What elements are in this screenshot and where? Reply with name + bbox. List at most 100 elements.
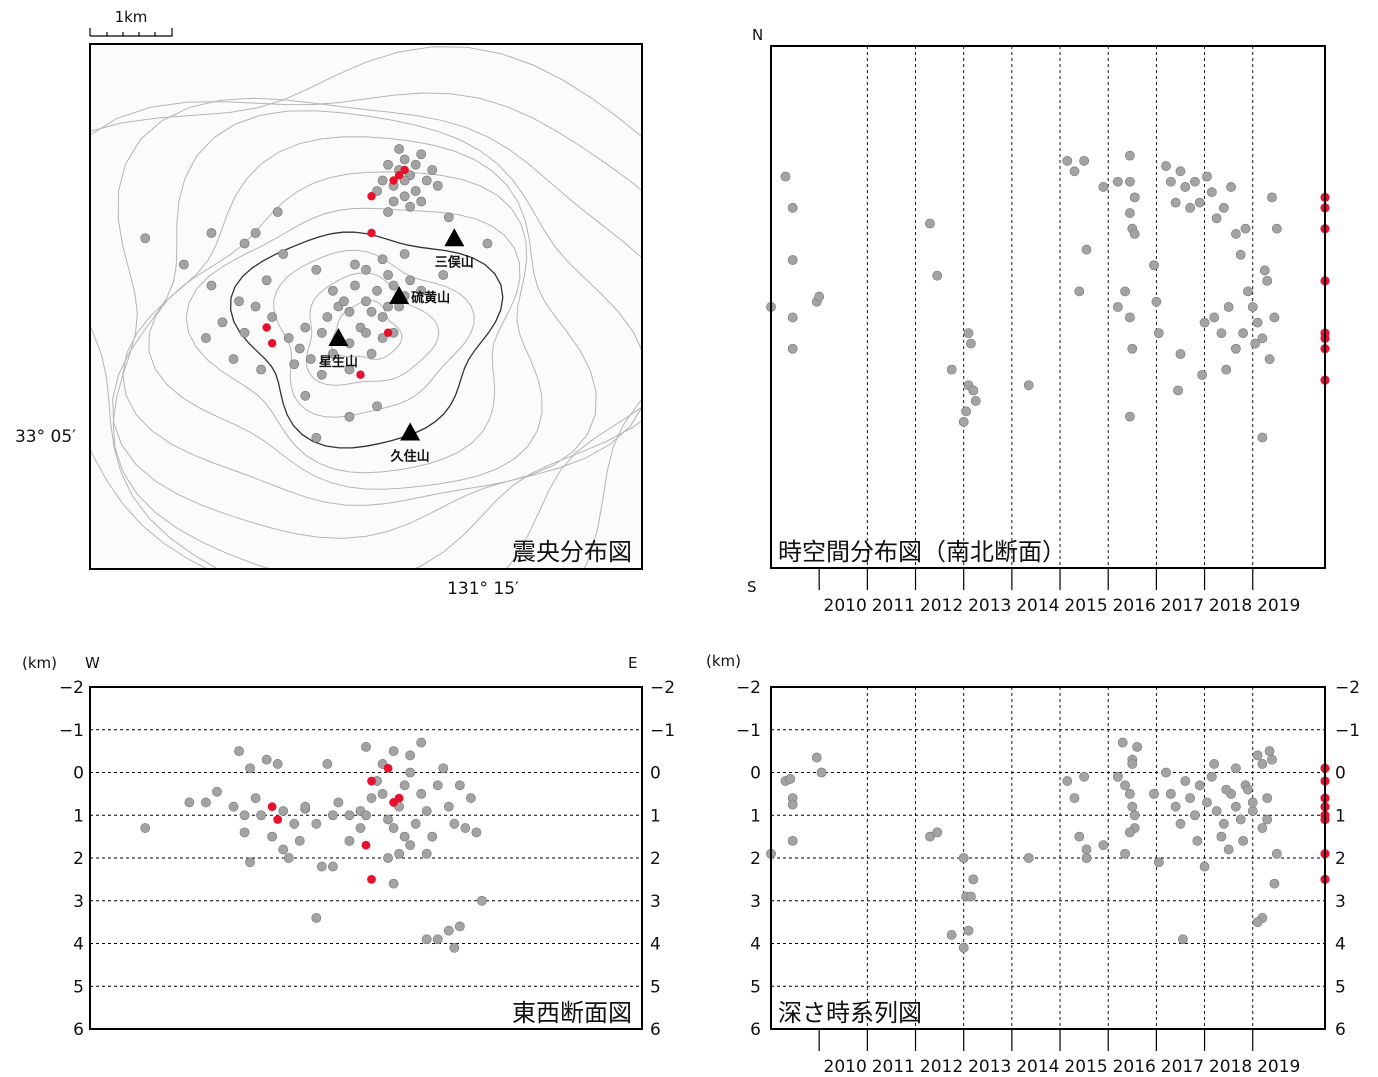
ew-red-point — [273, 815, 282, 824]
dt-depth-label-right: 4 — [1335, 935, 1346, 955]
epicenter-gray-point — [317, 328, 326, 337]
ew-gray-point — [312, 819, 321, 828]
ns-gray-point — [933, 271, 942, 280]
ew-gray-point — [185, 798, 194, 807]
epicenter-gray-point — [400, 192, 409, 201]
epicenter-gray-point — [350, 260, 359, 269]
ew-gray-point — [428, 832, 437, 841]
ew-gray-point — [417, 738, 426, 747]
ew-gray-point — [328, 862, 337, 871]
year-label: 2016 — [1113, 596, 1156, 616]
dt-gray-point — [1120, 781, 1129, 790]
ew-gray-point — [245, 764, 254, 773]
epicenter-gray-point — [306, 354, 315, 363]
dt-gray-point — [1258, 759, 1267, 768]
ew-gray-point — [477, 896, 486, 905]
ew-gray-point — [389, 747, 398, 756]
ew-gray-point — [262, 755, 271, 764]
dt-gray-point — [1125, 789, 1134, 798]
ew-gray-point — [345, 811, 354, 820]
ns-gray-point — [1166, 177, 1175, 186]
epicenter-gray-point — [284, 333, 293, 342]
ns-gray-point — [1243, 287, 1252, 296]
longitude-label: 131° 15′ — [447, 579, 519, 599]
ew-gray-point — [279, 806, 288, 815]
ew-gray-point — [455, 781, 464, 790]
epicenter-gray-point — [483, 239, 492, 248]
scale-bar: 1km — [90, 8, 172, 36]
ew-gray-point — [389, 879, 398, 888]
dt-gray-point — [1082, 845, 1091, 854]
dt-gray-point — [1270, 879, 1279, 888]
dt-depth-label-left: 6 — [750, 1020, 761, 1040]
dt-year-label: 2014 — [1016, 1057, 1059, 1077]
dt-year-label: 2010 — [824, 1057, 867, 1077]
epicenter-gray-point — [361, 328, 370, 337]
ew-gray-point — [361, 811, 370, 820]
dt-depth-label-left: 3 — [750, 892, 761, 912]
dt-gray-point — [1130, 811, 1139, 820]
dt-gray-point — [1236, 815, 1245, 824]
ns-gray-point — [1241, 224, 1250, 233]
dt-gray-point — [1161, 768, 1170, 777]
depth-label-right: 2 — [650, 849, 661, 869]
dt-gray-point — [1171, 802, 1180, 811]
ns-gray-point — [1198, 370, 1207, 379]
epicenter-gray-point — [350, 281, 359, 290]
ns-gray-point — [1190, 177, 1199, 186]
epicenter-gray-point — [179, 260, 188, 269]
ns-gray-point — [964, 329, 973, 338]
dt-gray-point — [1120, 849, 1129, 858]
ew-gray-point — [406, 768, 415, 777]
dt-gray-point — [1128, 759, 1137, 768]
ew-title: 東西断面図 — [512, 999, 632, 1027]
epicenter-gray-point — [367, 307, 376, 316]
ns-gray-point — [815, 292, 824, 301]
dt-gray-point — [1178, 935, 1187, 944]
dt-gray-point — [1186, 794, 1195, 803]
depth-label-right: −1 — [650, 721, 675, 741]
ew-red-point — [268, 802, 277, 811]
epicenter-gray-point — [378, 255, 387, 264]
dt-gray-point — [933, 828, 942, 837]
epicenter-gray-point — [301, 323, 310, 332]
dt-year-labels: 2010 2011 2012 2013 2014 2015 2016 2017 2018 2019 — [819, 1029, 1300, 1077]
ns-gray-point — [1125, 208, 1134, 217]
ns-gray-point — [1176, 167, 1185, 176]
ns-gray-point — [1207, 188, 1216, 197]
epicenter-gray-point — [207, 228, 216, 237]
epicenter-red-point — [262, 323, 270, 331]
ew-gray-point — [450, 943, 459, 952]
ew-event-points — [141, 738, 487, 952]
epicenter-gray-point — [361, 265, 370, 274]
latitude-label: 33° 05′ — [15, 427, 76, 447]
dt-depth-label-right: 2 — [1335, 849, 1346, 869]
depth-label-left: 0 — [73, 764, 84, 784]
dt-gray-point — [1190, 811, 1199, 820]
epicenter-gray-point — [400, 155, 409, 164]
ns-gray-point — [1186, 203, 1195, 212]
epicenter-gray-point — [312, 265, 321, 274]
ew-gray-point — [328, 811, 337, 820]
ew-gray-point — [257, 811, 266, 820]
ew-gray-point — [461, 823, 470, 832]
ns-year-gridlines — [867, 46, 1252, 568]
ns-gray-point — [969, 386, 978, 395]
dt-year-label: 2019 — [1257, 1057, 1300, 1077]
dt-gray-point — [1113, 772, 1122, 781]
ew-gray-point — [361, 742, 370, 751]
ew-unit-label: (km) — [22, 654, 57, 672]
epicenter-gray-point — [383, 160, 392, 169]
ns-gray-point — [1260, 266, 1269, 275]
dt-event-points — [766, 738, 1329, 952]
dt-gray-point — [1070, 794, 1079, 803]
peak-label: 久住山 — [391, 449, 430, 465]
dt-gray-point — [1272, 849, 1281, 858]
dt-depth-label-left: −2 — [736, 678, 761, 698]
ns-gray-point — [1063, 156, 1072, 165]
ns-gray-point — [1161, 161, 1170, 170]
depth-label-left: −1 — [59, 721, 84, 741]
epicenter-gray-point — [234, 297, 243, 306]
ns-gray-point — [1082, 245, 1091, 254]
